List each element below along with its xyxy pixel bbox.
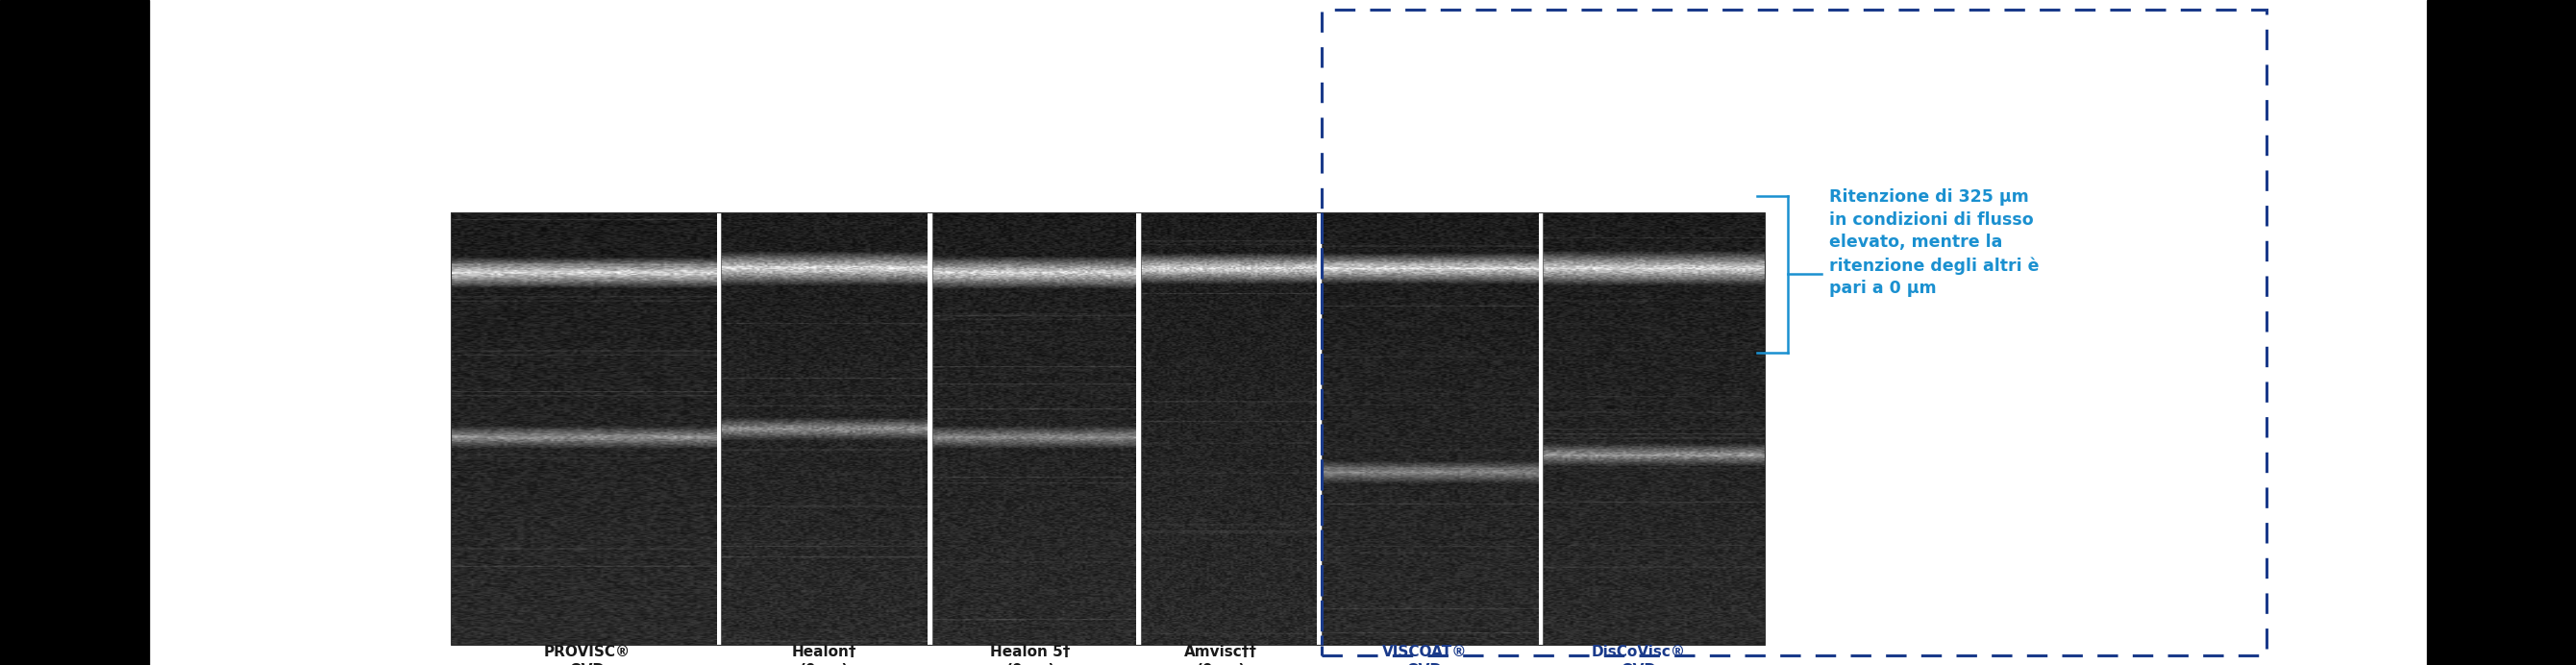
Bar	[2427, 0, 2576, 665]
Text: Ritenzione di 325 µm
in condizioni di flusso
elevato, mentre la
ritenzione degli: Ritenzione di 325 µm in condizioni di fl…	[1829, 188, 2040, 297]
Text: PROVISC®
OVD
(0µm): PROVISC® OVD (0µm)	[544, 645, 631, 665]
Text: Healon 5†
(0µm): Healon 5† (0µm)	[989, 645, 1072, 665]
Bar	[451, 213, 1765, 645]
Text: VISCOAT®
OVD
(187µm): VISCOAT® OVD (187µm)	[1381, 645, 1468, 665]
Text: Amvisc††
(0µm): Amvisc†† (0µm)	[1185, 645, 1257, 665]
Bar	[1321, 10, 2267, 655]
Text: DisCoVisc®
OVD
(325µm): DisCoVisc® OVD (325µm)	[1592, 645, 1685, 665]
Text: Healon†
(0µm): Healon† (0µm)	[791, 645, 858, 665]
Bar	[0, 0, 149, 665]
